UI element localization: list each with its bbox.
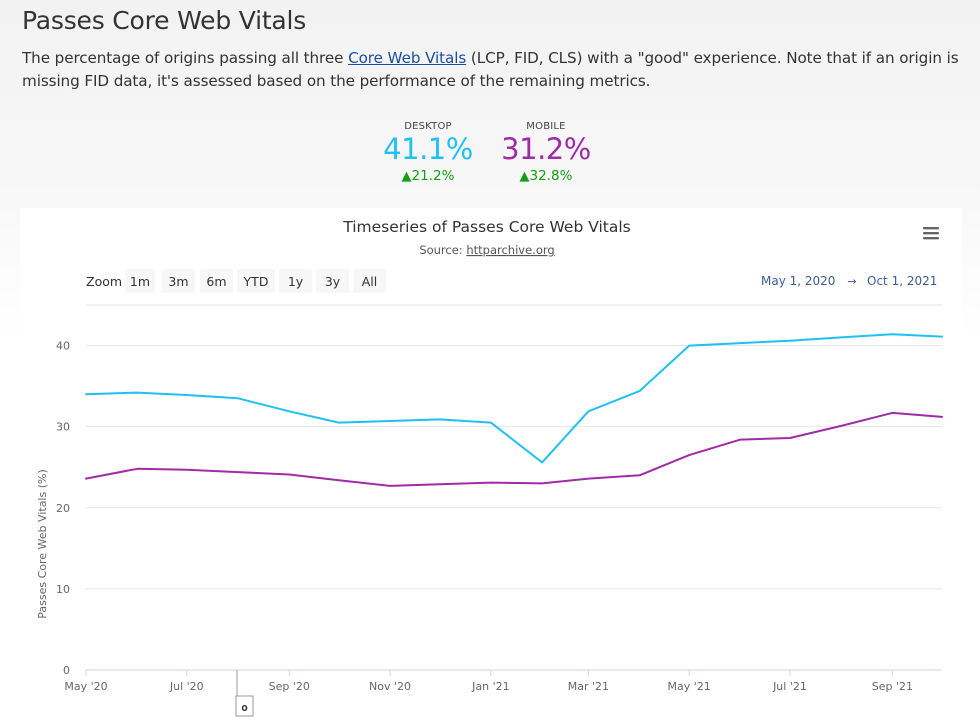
description-text-after: (LCP, FID, CLS) with a "good" experience… <box>22 49 959 90</box>
y-tick-label: 10 <box>56 583 70 596</box>
page-title: Passes Core Web Vitals <box>22 6 307 35</box>
zoom-button-1y[interactable]: 1y <box>279 269 312 293</box>
chart-subtitle-prefix: Source: <box>419 243 466 257</box>
zoom-buttons: 1m 3m 6m YTD 1y 3y All <box>125 269 386 293</box>
range-start-date[interactable]: May 1, 2020 <box>761 274 835 288</box>
mobile-series-line[interactable] <box>85 411 943 487</box>
zoom-button-bg <box>279 269 312 293</box>
zoom-button-label: YTD <box>243 274 269 289</box>
x-tick-label: Sep '21 <box>872 680 913 693</box>
zoom-button-label: 6m <box>206 274 226 289</box>
triangle-up-icon: ▲ <box>519 169 530 184</box>
axis-layer: 0 10 20 30 40 May '20 Jul '20 Sep '20 Nov '20 Jan… <box>56 340 942 693</box>
core-web-vitals-link[interactable]: Core Web Vitals <box>348 49 467 67</box>
x-tick-label: Jul '20 <box>169 680 204 693</box>
zoom-button-3y[interactable]: 3y <box>316 269 349 293</box>
x-tick-label: Jan '21 <box>471 680 509 693</box>
x-tick-label: May '21 <box>668 680 711 693</box>
range-arrow-icon: → <box>847 275 856 288</box>
y-axis-title: Passes Core Web Vitals (%) <box>36 469 49 618</box>
timeseries-chart: 0 10 20 30 40 May '20 Jul '20 Sep '20 Nov '20 Jan… <box>36 218 943 717</box>
desktop-series-line[interactable] <box>85 333 943 464</box>
zoom-button-bg <box>200 269 233 293</box>
navigator-handle[interactable]: o <box>235 670 254 717</box>
zoom-button-bg <box>353 269 386 293</box>
zoom-button-label: 1y <box>288 274 304 289</box>
chart-subtitle: Source: httparchive.org <box>419 243 554 257</box>
mobile-change-value: 32.8% <box>529 168 573 184</box>
zoom-button-ytd[interactable]: YTD <box>237 269 275 293</box>
zoom-button-label: All <box>362 274 378 289</box>
range-end-date[interactable]: Oct 1, 2021 <box>867 274 937 288</box>
y-tick-label: 0 <box>63 664 70 677</box>
x-tick-label: Jul '21 <box>772 680 807 693</box>
description-text-before: The percentage of origins passing all th… <box>22 49 349 67</box>
grid-layer <box>86 345 942 590</box>
zoom-button-label: 1m <box>130 274 150 289</box>
zoom-button-bg <box>316 269 349 293</box>
y-tick-label: 30 <box>56 421 70 434</box>
mobile-metric-label: MOBILE <box>526 121 566 132</box>
mobile-metric: MOBILE 31.2% ▲32.8% <box>476 121 616 184</box>
zoom-button-bg <box>237 269 275 293</box>
zoom-button-bg <box>125 269 155 293</box>
x-tick-label: Nov '20 <box>369 680 411 693</box>
zoom-button-1m[interactable]: 1m <box>125 269 155 293</box>
desktop-metric-value: 41.1% <box>383 132 473 166</box>
desktop-metric: DESKTOP 41.1% ▲21.2% <box>358 121 498 184</box>
zoom-label: Zoom <box>86 274 122 289</box>
chart-card: 0 10 20 30 40 May '20 Jul '20 Sep '20 Nov '20 Jan… <box>20 208 962 722</box>
y-tick-label: 40 <box>56 340 70 353</box>
httparchive-link[interactable]: httparchive.org <box>466 243 554 257</box>
page-description: The percentage of origins passing all th… <box>22 47 962 93</box>
desktop-change-value: 21.2% <box>411 168 455 184</box>
zoom-button-6m[interactable]: 6m <box>200 269 233 293</box>
mobile-metric-value: 31.2% <box>501 132 591 166</box>
x-tick-label: Mar '21 <box>568 680 609 693</box>
zoom-button-label: 3m <box>168 274 188 289</box>
y-tick-label: 20 <box>56 502 70 515</box>
desktop-metric-label: DESKTOP <box>404 121 452 132</box>
zoom-button-bg <box>162 269 195 293</box>
desktop-metric-change: ▲21.2% <box>358 168 498 184</box>
zoom-button-label: 3y <box>325 274 341 289</box>
series-layer <box>85 333 943 487</box>
zoom-button-3m[interactable]: 3m <box>162 269 195 293</box>
chart-title: Timeseries of Passes Core Web Vitals <box>342 218 631 236</box>
hamburger-menu-icon[interactable] <box>922 224 940 242</box>
triangle-up-icon: ▲ <box>401 169 412 184</box>
mobile-metric-change: ▲32.8% <box>476 168 616 184</box>
navigator-handle-label: o <box>241 701 248 714</box>
x-tick-label: May '20 <box>64 680 107 693</box>
zoom-button-all[interactable]: All <box>353 269 386 293</box>
x-tick-label: Sep '20 <box>269 680 310 693</box>
